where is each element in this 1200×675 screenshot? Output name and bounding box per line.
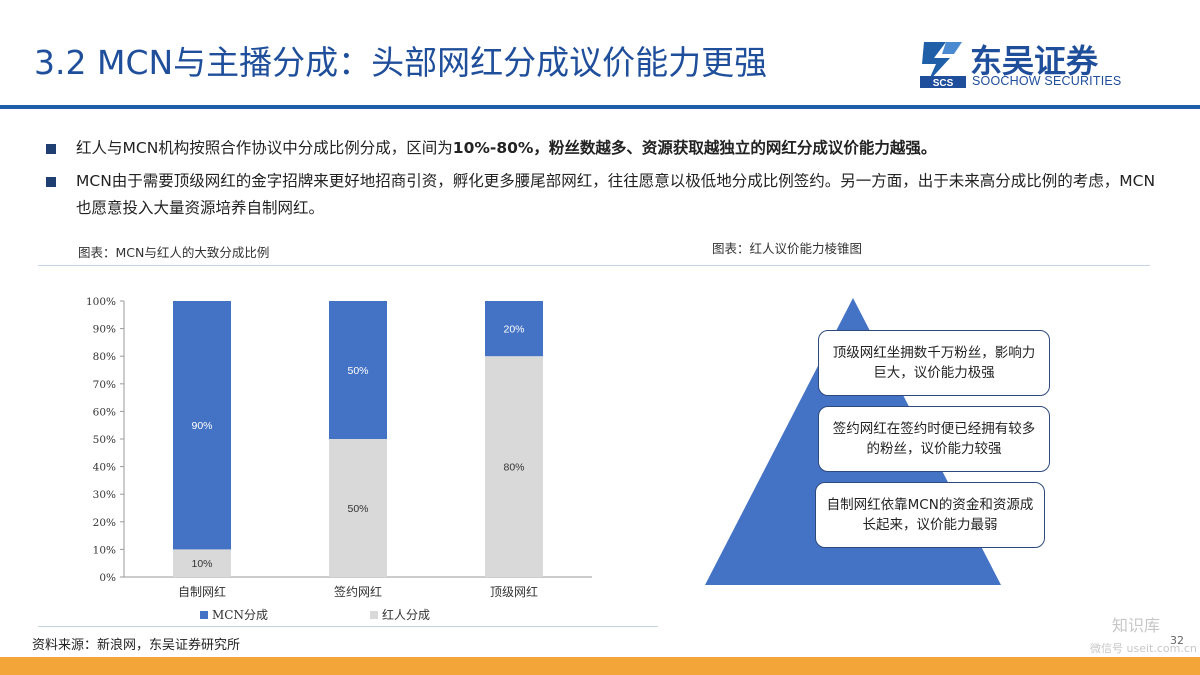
bar-value-label: 90% [191, 420, 212, 432]
chart-caption-right: 图表：红人议价能力棱锥图 [712, 241, 863, 256]
watermark-title: 知识库 [1112, 616, 1161, 635]
y-tick-label: 30% [93, 489, 116, 501]
y-tick-label: 100% [86, 296, 116, 308]
bar-segment [485, 301, 543, 357]
pyramid-level-middle: 签约网红在签约时便已经拥有较多的粉丝，议价能力较强 [818, 406, 1050, 472]
bar-value-label: 80% [503, 462, 524, 474]
source-note: 资料来源：新浪网，东吴证券研究所 [32, 638, 241, 653]
bullet-item-mcn-strategy: MCN由于需要顶级网红的金字招牌来更好地招商引资，孵化更多腰尾部网红，往往愿意以… [46, 168, 1166, 222]
logo-name-en: SOOCHOW SECURITIES [972, 74, 1122, 88]
y-tick-label: 70% [93, 379, 116, 391]
bullet-square-icon [46, 144, 56, 154]
section-divider [38, 265, 1150, 266]
y-tick-label: 60% [93, 406, 116, 418]
y-tick-label: 40% [93, 462, 116, 474]
y-tick-label: 20% [93, 517, 116, 529]
bar-segment [329, 439, 387, 577]
footer-bar [0, 657, 1200, 675]
bargaining-pyramid: 顶级网红坐拥数千万粉丝，影响力巨大，议价能力极强 签约网红在签约时便已经拥有较多… [705, 298, 1065, 588]
soochow-logo: SCS 东吴证券 SOOCHOW SECURITIES [920, 38, 1180, 90]
bullet-list: 红人与MCN机构按照合作协议中分成比例分成，区间为10%-80%，粉丝数越多、资… [46, 135, 1166, 228]
bar-segment [173, 301, 231, 550]
page-title: 3.2 MCN与主播分成：头部网红分成议价能力更强 [34, 43, 768, 82]
legend-swatch [200, 611, 208, 619]
bullet-text: 红人与MCN机构按照合作协议中分成比例分成，区间为 [76, 139, 453, 157]
bar-segment [485, 356, 543, 577]
y-tick-label: 50% [93, 434, 116, 446]
bullet-text: MCN由于需要顶级网红的金字招牌来更好地招商引资，孵化更多腰尾部网红，往往愿意以… [76, 172, 1156, 217]
x-category-label: 签约网红 [334, 584, 382, 599]
y-tick-label: 10% [93, 544, 116, 556]
chart-caption-left: 图表：MCN与红人的大致分成比例 [78, 245, 270, 260]
watermark: 知识库 微信号 useit.com.cn [1090, 612, 1198, 660]
bar-value-label: 50% [347, 503, 368, 515]
legend-label: MCN分成 [212, 608, 268, 622]
pyramid-level-bottom: 自制网红依靠MCN的资金和资源成长起来，议价能力最弱 [815, 482, 1045, 548]
bullet-square-icon [46, 177, 56, 187]
bullet-bold-text: 10%-80%，粉丝数越多、资源获取越独立的网红分成议价能力越强。 [452, 139, 937, 157]
bullet-item-split-range: 红人与MCN机构按照合作协议中分成比例分成，区间为10%-80%，粉丝数越多、资… [46, 135, 1166, 162]
header-rule [0, 105, 1200, 109]
legend-label: 红人分成 [382, 607, 430, 622]
bar-value-label: 10% [191, 558, 212, 570]
legend-swatch [370, 611, 378, 619]
page-number: 32 [1170, 634, 1184, 647]
split-ratio-chart: 0% 10% 20% 30% 40% 50% 60% 70% 80% 90% 100% 10% 90% 自… [86, 296, 592, 622]
x-category-label: 顶级网红 [490, 584, 538, 599]
bar-segment [329, 301, 387, 439]
bar-value-label: 50% [347, 365, 368, 377]
bar-value-label: 20% [503, 324, 524, 336]
logo-mark-text: SCS [933, 78, 954, 88]
footer-divider [38, 626, 658, 627]
logo-name-cn: 东吴证券 [970, 42, 1099, 80]
y-tick-label: 80% [93, 351, 116, 363]
y-tick-label: 90% [93, 324, 116, 336]
logo-mark-icon: SCS [920, 42, 966, 88]
pyramid-level-top: 顶级网红坐拥数千万粉丝，影响力巨大，议价能力极强 [818, 330, 1050, 396]
watermark-subtitle: 微信号 useit.com.cn [1090, 642, 1197, 655]
bar-segment [173, 549, 231, 577]
y-tick-label: 0% [99, 572, 116, 584]
x-category-label: 自制网红 [178, 584, 226, 599]
